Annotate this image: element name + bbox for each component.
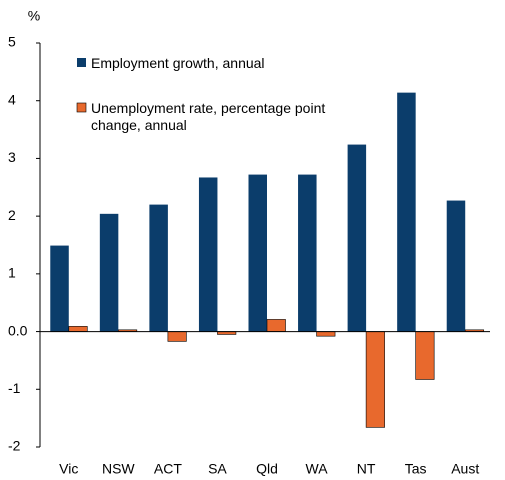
x-tick-label: WA: [306, 461, 329, 477]
x-tick-label: ACT: [154, 461, 182, 477]
legend-label: Employment growth, annual: [91, 55, 265, 71]
x-tick-label: Qld: [256, 461, 278, 477]
bar: [99, 213, 119, 332]
y-tick-label: 1: [8, 265, 16, 281]
y-tick-label: 4: [8, 91, 16, 107]
bar: [248, 174, 267, 332]
bar: [397, 92, 416, 332]
x-tick-label: Vic: [59, 461, 78, 477]
bar: [149, 204, 168, 332]
x-tick-label: Aust: [451, 461, 479, 477]
x-tick-label: Tas: [405, 461, 427, 477]
bar: [266, 319, 286, 332]
bar: [298, 174, 317, 332]
bar: [198, 177, 218, 332]
x-tick-label: NSW: [102, 461, 135, 477]
y-axis-label: %: [28, 8, 40, 24]
y-tick-label: 2: [8, 207, 16, 223]
bar: [365, 331, 385, 428]
y-tick-label: -1: [8, 380, 21, 396]
legend-swatch: [76, 102, 87, 113]
y-tick-label: 3: [8, 149, 16, 165]
y-tick-label: 0.0: [8, 322, 28, 338]
bar: [50, 245, 69, 332]
bar: [347, 144, 367, 332]
bar: [446, 200, 466, 332]
x-tick-label: SA: [208, 461, 227, 477]
bar: [68, 326, 88, 332]
legend-label: Unemployment rate, percentage point chan…: [91, 100, 326, 133]
y-tick-label: -2: [8, 438, 21, 454]
bar: [415, 331, 435, 380]
legend-swatch: [77, 58, 86, 67]
bar: [316, 331, 336, 337]
y-tick-label: 5: [8, 34, 16, 50]
x-tick-label: NT: [357, 461, 376, 477]
bar: [167, 331, 187, 342]
